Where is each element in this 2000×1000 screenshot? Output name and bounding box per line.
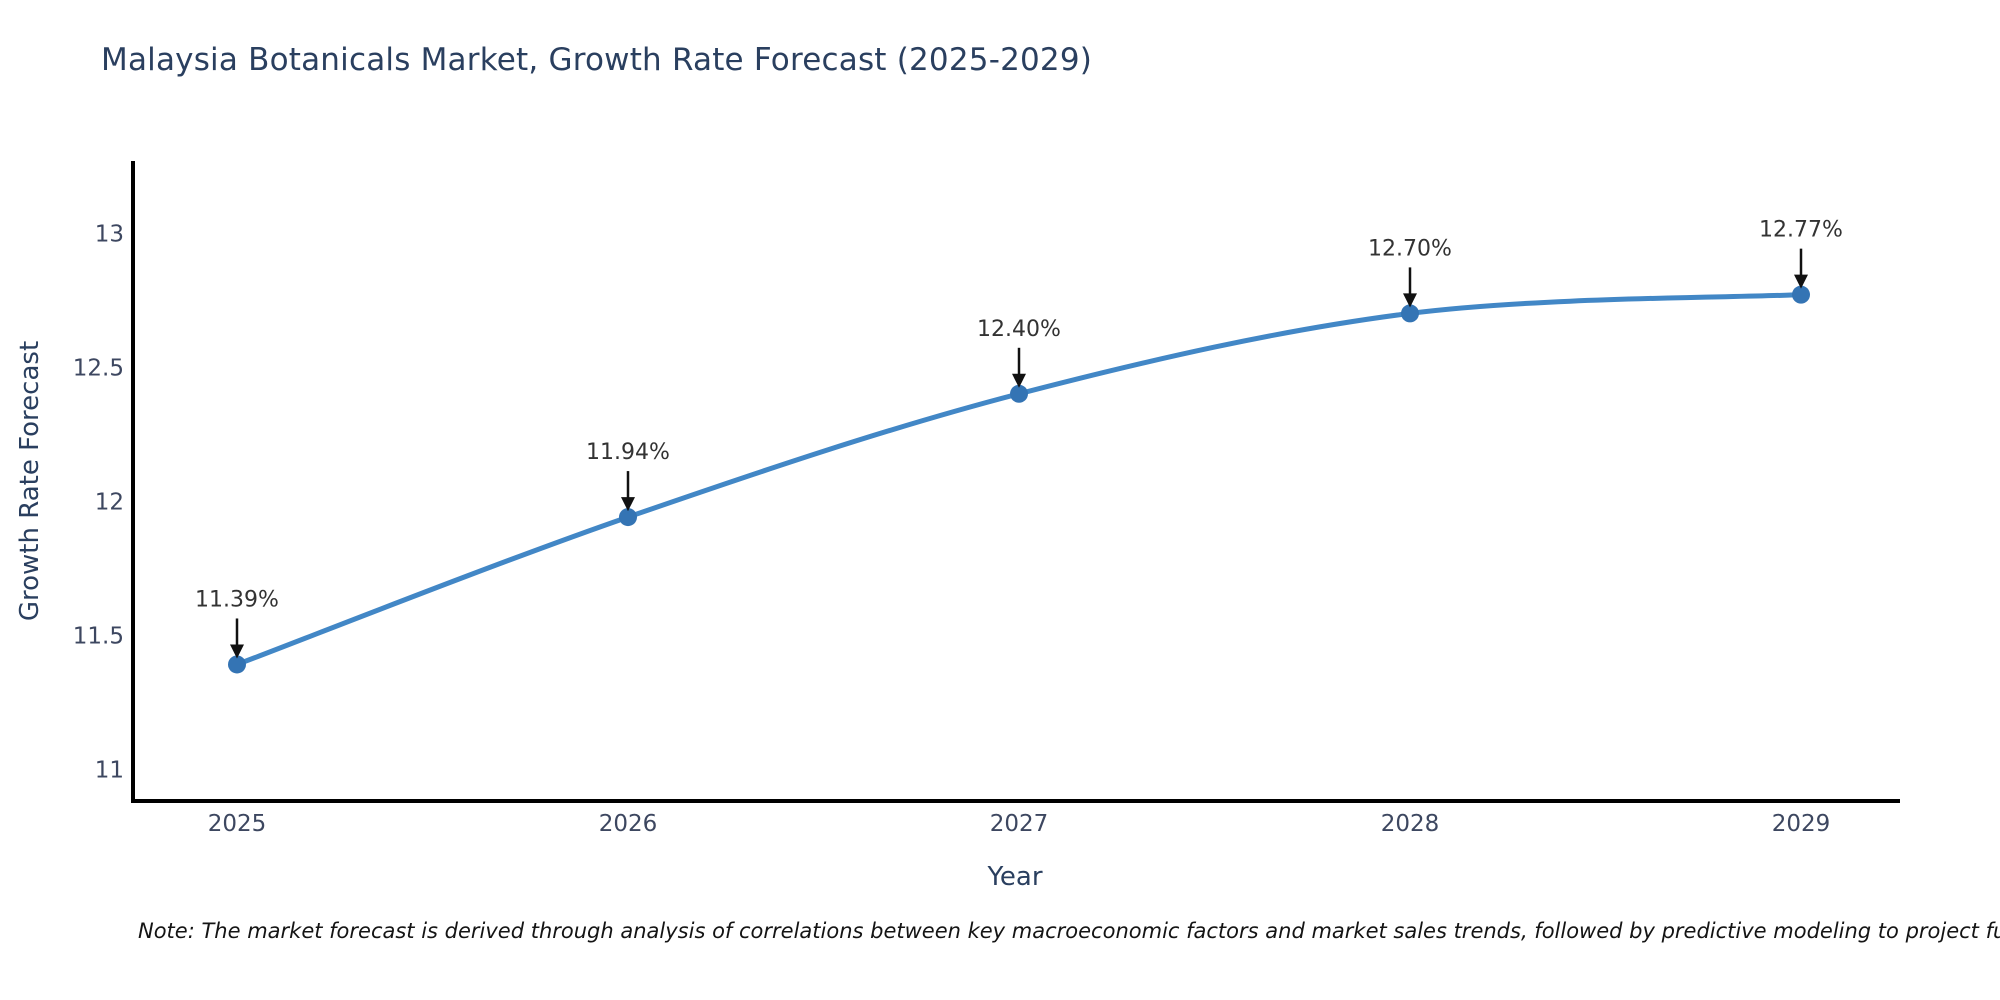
annotation-arrowhead <box>1794 274 1808 289</box>
data-point-marker <box>619 508 637 527</box>
data-point-marker <box>1401 304 1419 323</box>
x-tick-label: 2026 <box>599 811 658 837</box>
annotation-arrowhead <box>1012 373 1026 388</box>
x-axis-title: Year <box>987 862 1043 892</box>
y-axis-title: Growth Rate Forecast <box>15 340 45 622</box>
data-point-marker <box>1792 285 1810 304</box>
annotation-label: 11.39% <box>195 587 279 612</box>
chart-title: Malaysia Botanicals Market, Growth Rate … <box>101 42 1093 78</box>
data-point-marker <box>228 655 246 674</box>
y-tick-label: 13 <box>95 221 124 247</box>
y-tick-label: 12 <box>95 489 124 515</box>
y-tick-label: 12.5 <box>73 355 124 381</box>
annotation-arrowhead <box>621 497 635 512</box>
footnote: Note: The market forecast is derived thr… <box>138 919 2000 943</box>
annotation-arrowhead <box>1403 293 1417 308</box>
y-tick-label: 11 <box>95 757 124 783</box>
annotation-arrowhead <box>230 644 244 659</box>
x-tick-label: 2028 <box>1381 811 1440 837</box>
y-tick-label: 11.5 <box>73 623 124 649</box>
x-tick-label: 2025 <box>208 811 267 837</box>
data-point-marker <box>1010 384 1028 403</box>
x-tick-label: 2027 <box>990 811 1049 837</box>
x-tick-label: 2029 <box>1772 811 1831 837</box>
annotation-label: 12.40% <box>977 317 1061 342</box>
axis-spines <box>131 161 1900 803</box>
annotation-label: 12.77% <box>1759 218 1843 243</box>
annotation-label: 12.70% <box>1368 236 1452 261</box>
annotation-label: 11.94% <box>586 440 670 465</box>
